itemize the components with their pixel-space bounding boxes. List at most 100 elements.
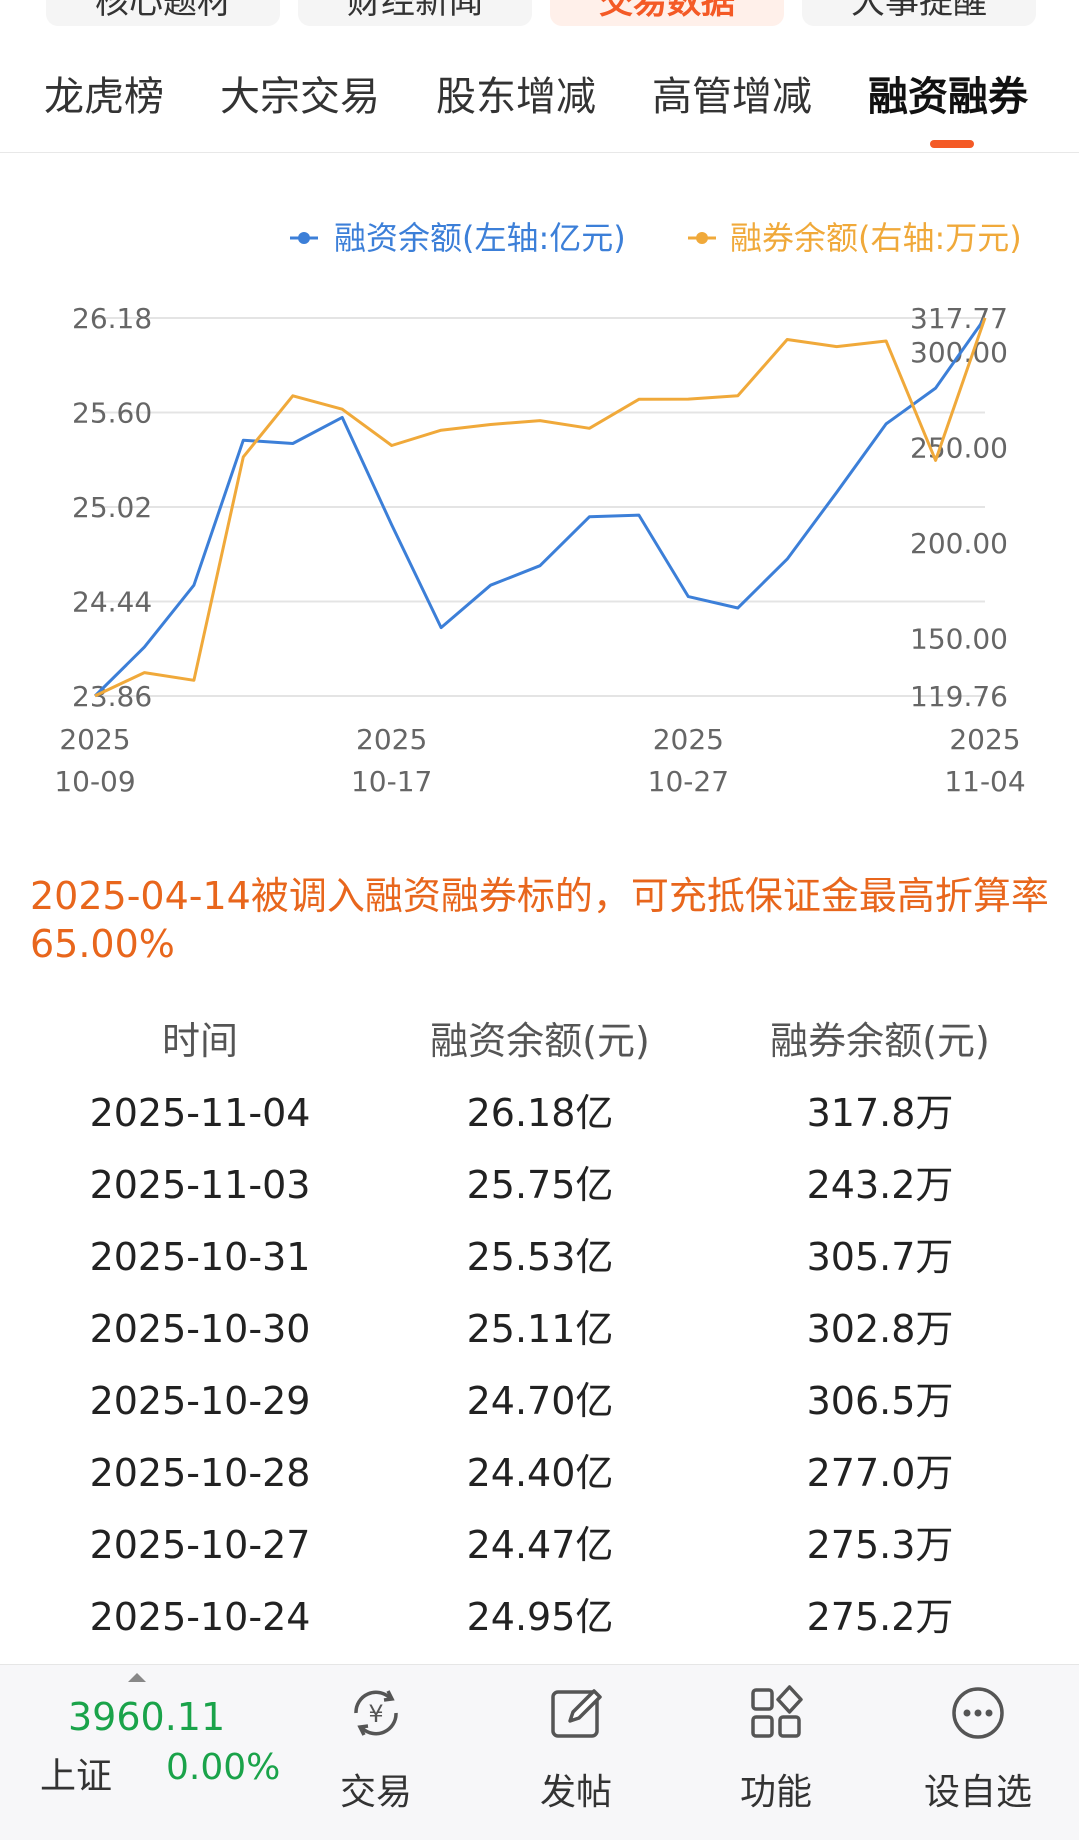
nav-trade-button[interactable]: ¥ 交易 [296,1681,456,1831]
table-row: 2025-10-27 24.47亿 275.3万 [0,1509,1079,1581]
table-header: 时间 融资余额(元) 融券余额(元) [0,1005,1079,1077]
grid-icon [751,1685,803,1738]
table-row: 2025-10-28 24.40亿 277.0万 [0,1437,1079,1509]
header-lending: 融券余额(元) [770,1019,990,1063]
legend-financing-label: 融资余额(左轴:亿元) [334,219,626,257]
left-tick-label: 24.44 [72,586,152,619]
cell-date: 2025-11-03 [89,1163,311,1207]
cell-lending: 306.5万 [806,1379,954,1423]
nav-trade-label: 交易 [339,1772,412,1813]
table-row: 2025-11-04 26.18亿 317.8万 [0,1077,1079,1149]
margin-balance-chart: 融资余额(左轴:亿元) 融券余额(右轴:万元) 26.1825.6025.022… [54,219,1025,798]
cell-date: 2025-10-24 [89,1595,311,1639]
cell-financing: 25.53亿 [466,1235,614,1279]
lending-balance-line [94,317,987,698]
tab-executive-change[interactable]: 高管增减 [652,74,812,120]
index-name: 上证 [40,1756,113,1797]
cell-lending: 302.8万 [806,1307,954,1351]
left-tick-label: 23.86 [72,680,152,713]
margin-eligibility-notice: 2025-04-14被调入融资融券标的，可充抵保证金最高折算率65.00% [30,874,1049,966]
table-row: 2025-11-03 25.75亿 243.2万 [0,1149,1079,1221]
x-tick-date: 10-09 [54,765,135,798]
sub-tab-bar: 龙虎榜 大宗交易 股东增减 高管增减 融资融券 [0,56,1079,152]
pill-finance-news[interactable]: 财经新闻 [298,0,532,26]
cell-lending: 275.2万 [806,1595,954,1639]
tab-margin-trading[interactable]: 融资融券 [868,74,1028,120]
top-category-pills: 核心题材 财经新闻 交易数据 大事提醒 [0,0,1079,30]
cell-date: 2025-10-30 [89,1307,311,1351]
tab-block-trade[interactable]: 大宗交易 [220,74,380,120]
cell-financing: 25.75亿 [466,1163,614,1207]
legend-lending-label: 融券余额(右轴:万元) [730,219,1022,257]
nav-post-button[interactable]: 发帖 [496,1681,656,1831]
right-tick-label: 119.76 [910,680,1008,713]
x-tick-date: 10-17 [351,765,432,798]
right-tick-label: 150.00 [910,622,1008,655]
nav-add-watchlist-label: 设自选 [923,1772,1032,1813]
left-tick-label: 25.02 [72,491,152,524]
cell-date: 2025-10-29 [89,1379,311,1423]
index-change: 0.00% [166,1747,281,1788]
pill-core-theme[interactable]: 核心题材 [46,0,280,26]
tab-shareholder-change[interactable]: 股东增减 [436,74,596,120]
cell-financing: 24.40亿 [466,1451,614,1495]
cell-financing: 26.18亿 [466,1091,614,1135]
table-body: 2025-11-04 26.18亿 317.8万 2025-11-03 25.7… [0,1077,1079,1653]
more-dots-icon [952,1687,1004,1739]
margin-balance-table: 时间 融资余额(元) 融券余额(元) 2025-11-04 26.18亿 317… [0,1005,1079,1653]
x-tick-date: 10-27 [648,765,729,798]
tab-dragon-tiger[interactable]: 龙虎榜 [44,74,164,120]
right-tick-label: 317.77 [910,302,1008,335]
right-tick-label: 200.00 [910,527,1008,560]
table-row: 2025-10-29 24.70亿 306.5万 [0,1365,1079,1437]
cell-lending: 243.2万 [806,1163,954,1207]
cell-lending: 275.3万 [806,1523,954,1567]
cell-financing: 25.11亿 [466,1307,614,1351]
header-time: 时间 [161,1019,238,1063]
x-axis-ticks: 2025 10-09 2025 10-17 2025 10-27 2025 11-04 [54,723,1025,798]
edit-icon [551,1689,602,1738]
nav-function-button[interactable]: 功能 [696,1681,856,1831]
nav-add-watchlist-button[interactable]: 设自选 [898,1681,1058,1831]
cell-lending: 277.0万 [806,1451,954,1495]
expand-caret-icon[interactable] [128,1673,146,1682]
left-tick-label: 25.60 [72,397,152,430]
cell-date: 2025-10-31 [89,1235,311,1279]
legend-lending-dot [696,232,708,244]
tabs-divider [0,152,1079,153]
x-tick-year: 2025 [653,723,724,756]
x-tick-year: 2025 [356,723,427,756]
pill-trading-data[interactable]: 交易数据 [550,0,784,26]
cell-lending: 317.8万 [806,1091,954,1135]
yuan-exchange-icon: ¥ [354,1690,398,1736]
cell-financing: 24.47亿 [466,1523,614,1567]
left-tick-label: 26.18 [72,302,152,335]
pill-event-reminder[interactable]: 大事提醒 [802,0,1036,26]
legend-financing-dot [298,232,310,244]
nav-post-label: 发帖 [539,1772,612,1813]
left-axis-ticks: 26.18 25.60 25.02 24.44 23.86 [72,302,152,713]
x-tick-year: 2025 [59,723,130,756]
cell-financing: 24.95亿 [466,1595,614,1639]
nav-function-label: 功能 [739,1772,812,1813]
cell-date: 2025-10-27 [89,1523,311,1567]
table-row: 2025-10-30 25.11亿 302.8万 [0,1293,1079,1365]
svg-text:¥: ¥ [368,1700,383,1728]
chart-legend: 融资余额(左轴:亿元) 融券余额(右轴:万元) [290,219,1022,257]
table-row: 2025-10-24 24.95亿 275.2万 [0,1581,1079,1653]
bottom-navigation-bar: 3960.11 上证 0.00% ¥ 交易 发帖 功能 [0,1664,1079,1840]
chart-series [93,317,987,698]
x-tick-year: 2025 [949,723,1020,756]
cell-date: 2025-11-04 [89,1091,311,1135]
header-financing: 融资余额(元) [430,1019,650,1063]
cell-financing: 24.70亿 [466,1379,614,1423]
cell-lending: 305.7万 [806,1235,954,1279]
table-row: 2025-10-31 25.53亿 305.7万 [0,1221,1079,1293]
active-tab-indicator [930,140,974,148]
financing-balance-line [93,317,987,698]
chart-grid [95,317,985,697]
cell-date: 2025-10-28 [89,1451,311,1495]
index-value: 3960.11 [68,1695,226,1739]
x-tick-date: 11-04 [944,765,1025,798]
